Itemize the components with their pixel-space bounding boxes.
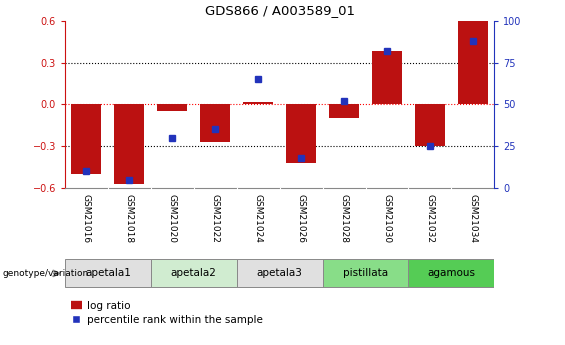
Text: apetala3: apetala3 — [257, 268, 303, 278]
Text: agamous: agamous — [428, 268, 475, 278]
Text: GSM21034: GSM21034 — [468, 194, 477, 243]
Text: GSM21022: GSM21022 — [211, 194, 220, 243]
Text: GSM21024: GSM21024 — [254, 194, 263, 243]
Bar — [114, 104, 145, 184]
Bar — [200, 104, 231, 142]
Bar — [65, 259, 151, 287]
Text: GSM21026: GSM21026 — [297, 194, 306, 243]
Bar — [415, 104, 445, 146]
Bar — [329, 104, 359, 118]
Text: pistillata: pistillata — [343, 268, 388, 278]
Text: apetala1: apetala1 — [85, 268, 131, 278]
Text: apetala2: apetala2 — [171, 268, 217, 278]
Text: GSM21016: GSM21016 — [82, 194, 91, 243]
Text: GSM21028: GSM21028 — [340, 194, 349, 243]
Bar — [71, 104, 102, 174]
Bar — [323, 259, 408, 287]
Bar — [286, 104, 316, 163]
Text: genotype/variation: genotype/variation — [3, 269, 89, 278]
Title: GDS866 / A003589_01: GDS866 / A003589_01 — [205, 4, 355, 17]
Text: GSM21032: GSM21032 — [425, 194, 434, 243]
Bar — [372, 51, 402, 104]
Bar — [157, 104, 188, 111]
Bar — [237, 259, 323, 287]
Bar — [243, 101, 273, 104]
Bar — [151, 259, 237, 287]
Legend: log ratio, percentile rank within the sample: log ratio, percentile rank within the sa… — [70, 300, 264, 326]
Text: GSM21030: GSM21030 — [383, 194, 392, 243]
Bar — [408, 259, 494, 287]
Text: GSM21020: GSM21020 — [168, 194, 177, 243]
Text: GSM21018: GSM21018 — [125, 194, 134, 243]
Bar — [458, 21, 488, 104]
